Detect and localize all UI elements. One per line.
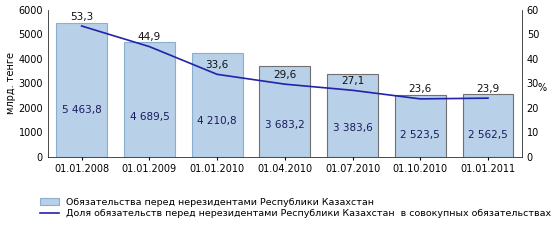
Text: 3 383,6: 3 383,6: [333, 123, 373, 133]
Text: 53,3: 53,3: [70, 11, 93, 22]
Text: 23,6: 23,6: [408, 84, 432, 94]
Bar: [192, 54, 242, 157]
Bar: [327, 74, 378, 157]
Bar: [124, 42, 175, 157]
Text: 2 562,5: 2 562,5: [468, 130, 508, 140]
Text: 44,9: 44,9: [138, 32, 161, 42]
Text: 4 210,8: 4 210,8: [197, 116, 237, 126]
Text: 29,6: 29,6: [273, 70, 296, 80]
Y-axis label: млрд. тенге: млрд. тенге: [6, 52, 15, 114]
Text: 33,6: 33,6: [205, 60, 229, 70]
Text: 3 683,2: 3 683,2: [265, 120, 305, 130]
Y-axis label: %: %: [537, 83, 546, 93]
Text: 27,1: 27,1: [341, 76, 364, 86]
Bar: [259, 66, 310, 157]
Bar: [463, 94, 513, 157]
Bar: [395, 95, 445, 157]
Text: 5 463,8: 5 463,8: [62, 105, 102, 115]
Legend: Обязательства перед нерезидентами Республики Казахстан, Доля обязательств перед : Обязательства перед нерезидентами Респуб…: [38, 196, 552, 220]
Text: 23,9: 23,9: [476, 84, 500, 94]
Bar: [56, 23, 107, 157]
Text: 4 689,5: 4 689,5: [130, 112, 169, 122]
Text: 2 523,5: 2 523,5: [400, 130, 440, 140]
